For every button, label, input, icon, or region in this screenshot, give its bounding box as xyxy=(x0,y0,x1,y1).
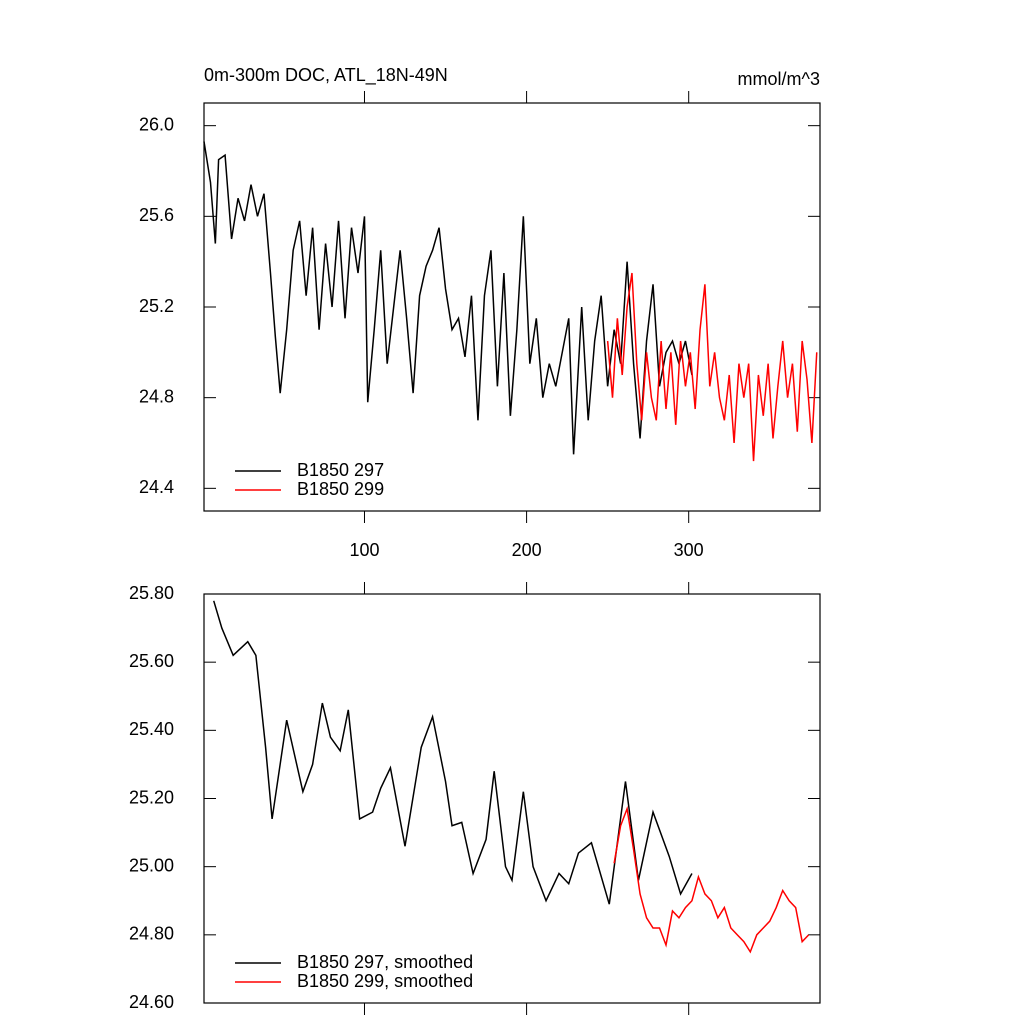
y-tick-label: 24.60 xyxy=(129,992,174,1012)
y-tick-label: 25.6 xyxy=(139,205,174,225)
data-line xyxy=(613,805,810,954)
legend-label: B1850 299, smoothed xyxy=(297,971,473,991)
data-line xyxy=(606,272,818,462)
unit-label: mmol/m^3 xyxy=(738,69,820,89)
y-tick-label: 24.4 xyxy=(139,477,174,497)
legend-label: B1850 297 xyxy=(297,460,384,480)
x-tick-label: 300 xyxy=(674,540,704,560)
y-tick-label: 25.40 xyxy=(129,719,174,739)
y-tick-label: 25.60 xyxy=(129,651,174,671)
y-tick-label: 26.0 xyxy=(139,114,174,134)
y-tick-label: 25.00 xyxy=(129,855,174,875)
y-tick-label: 24.80 xyxy=(129,924,174,944)
x-tick-label: 100 xyxy=(349,540,379,560)
y-tick-label: 25.80 xyxy=(129,583,174,603)
y-tick-label: 24.8 xyxy=(139,386,174,406)
legend-label: B1850 297, smoothed xyxy=(297,952,473,972)
data-line xyxy=(203,141,693,455)
chart-title: 0m-300m DOC, ATL_18N-49N xyxy=(204,65,448,86)
data-line xyxy=(213,600,693,905)
legend-label: B1850 299 xyxy=(297,479,384,499)
y-tick-label: 25.2 xyxy=(139,296,174,316)
x-tick-label: 200 xyxy=(512,540,542,560)
y-tick-label: 25.20 xyxy=(129,787,174,807)
